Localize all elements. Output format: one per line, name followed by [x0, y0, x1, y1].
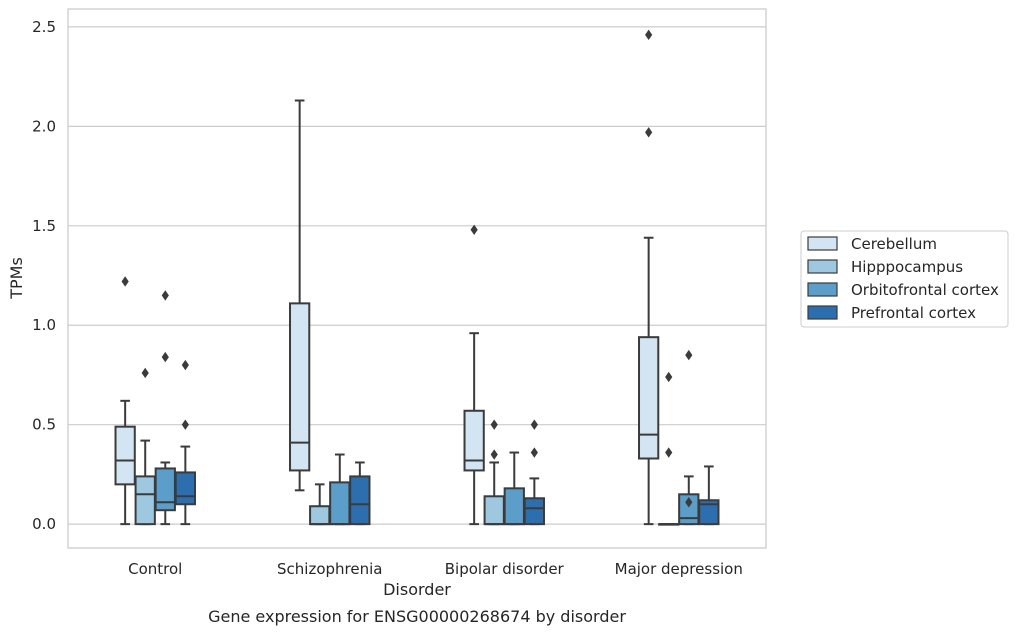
box-iqr	[154, 467, 176, 512]
y-tick-label: 2.0	[32, 117, 56, 135]
box-iqr	[483, 495, 505, 526]
legend: Cerebellum Hipppocampus Orbitofrontal cort…	[800, 230, 1009, 328]
y-tick-label: 0.0	[32, 515, 56, 533]
box-iqr	[329, 481, 351, 526]
box-iqr	[289, 302, 311, 472]
box-prefrontal-cortex	[523, 419, 545, 526]
outlier-point	[161, 290, 169, 301]
box-orbitofrontal-cortex	[329, 453, 351, 526]
box-iqr	[134, 475, 156, 526]
box-iqr	[463, 409, 485, 472]
box-iqr	[114, 425, 136, 486]
outlier-point	[685, 497, 693, 508]
box-iqr	[309, 505, 331, 526]
x-tick-label: Major depression	[615, 560, 743, 578]
outlier-point	[161, 351, 169, 363]
box-iqr	[349, 475, 371, 526]
y-tick-label: 1.0	[32, 316, 56, 334]
x-tick-labels: Control Schizophrenia Bipolar disorder Majo…	[128, 560, 743, 578]
x-axis-label: Disorder	[383, 580, 451, 599]
legend-swatch	[807, 236, 838, 251]
box-iqr	[503, 487, 525, 526]
outlier-point	[665, 371, 673, 383]
box-iqr	[638, 336, 660, 460]
legend-swatch	[807, 282, 838, 297]
box-iqr	[698, 499, 720, 526]
x-tick-label: Bipolar disorder	[445, 560, 565, 578]
outlier-point	[645, 29, 653, 41]
outlier-point	[181, 419, 189, 430]
outlier-point	[530, 447, 538, 458]
box-orbitofrontal-cortex	[678, 349, 700, 526]
legend-label: Hipppocampus	[851, 258, 963, 276]
legend-swatch	[807, 259, 838, 274]
legend-label: Prefrontal cortex	[851, 304, 976, 322]
box-hipppocampus	[483, 419, 505, 526]
box-cerebellum	[638, 29, 660, 526]
box-cerebellum	[114, 276, 136, 526]
box-orbitofrontal-cortex	[154, 290, 176, 526]
outlier-point	[121, 276, 129, 287]
y-tick-label: 0.5	[32, 416, 56, 434]
box-iqr	[523, 497, 545, 526]
x-tick-label: Schizophrenia	[277, 560, 382, 578]
box-prefrontal-cortex	[698, 465, 720, 526]
box-iqr	[174, 471, 196, 506]
outlier-point	[530, 419, 538, 430]
legend-frame	[800, 230, 1009, 328]
legend-label: Cerebellum	[851, 235, 937, 253]
legend-swatch	[807, 305, 838, 320]
y-tick-label: 1.5	[32, 217, 56, 235]
chart-caption: Gene expression for ENSG00000268674 by d…	[208, 607, 626, 626]
box-cerebellum	[289, 99, 311, 492]
outlier-point	[490, 449, 498, 460]
outlier-point	[470, 224, 478, 235]
box-cerebellum	[463, 224, 485, 526]
y-tick-label: 2.5	[32, 18, 56, 36]
outlier-point	[685, 349, 693, 361]
box-hipppocampus	[309, 483, 331, 526]
box-prefrontal-cortex	[349, 461, 371, 526]
outlier-point	[181, 359, 189, 371]
x-tick-label: Control	[128, 560, 182, 578]
y-tick-labels: 0.0 0.5 1.0 1.5 2.0 2.5	[32, 18, 56, 533]
plot-frame	[67, 8, 767, 549]
outlier-point	[645, 127, 653, 138]
y-axis-label: TPMs	[7, 257, 26, 300]
box-hipppocampus	[658, 371, 680, 526]
outlier-point	[490, 419, 498, 430]
box-prefrontal-cortex	[174, 359, 196, 526]
outlier-point	[665, 447, 673, 458]
box-groups	[114, 29, 720, 526]
legend-label: Orbitofrontal cortex	[851, 281, 999, 299]
outlier-point	[141, 367, 149, 379]
